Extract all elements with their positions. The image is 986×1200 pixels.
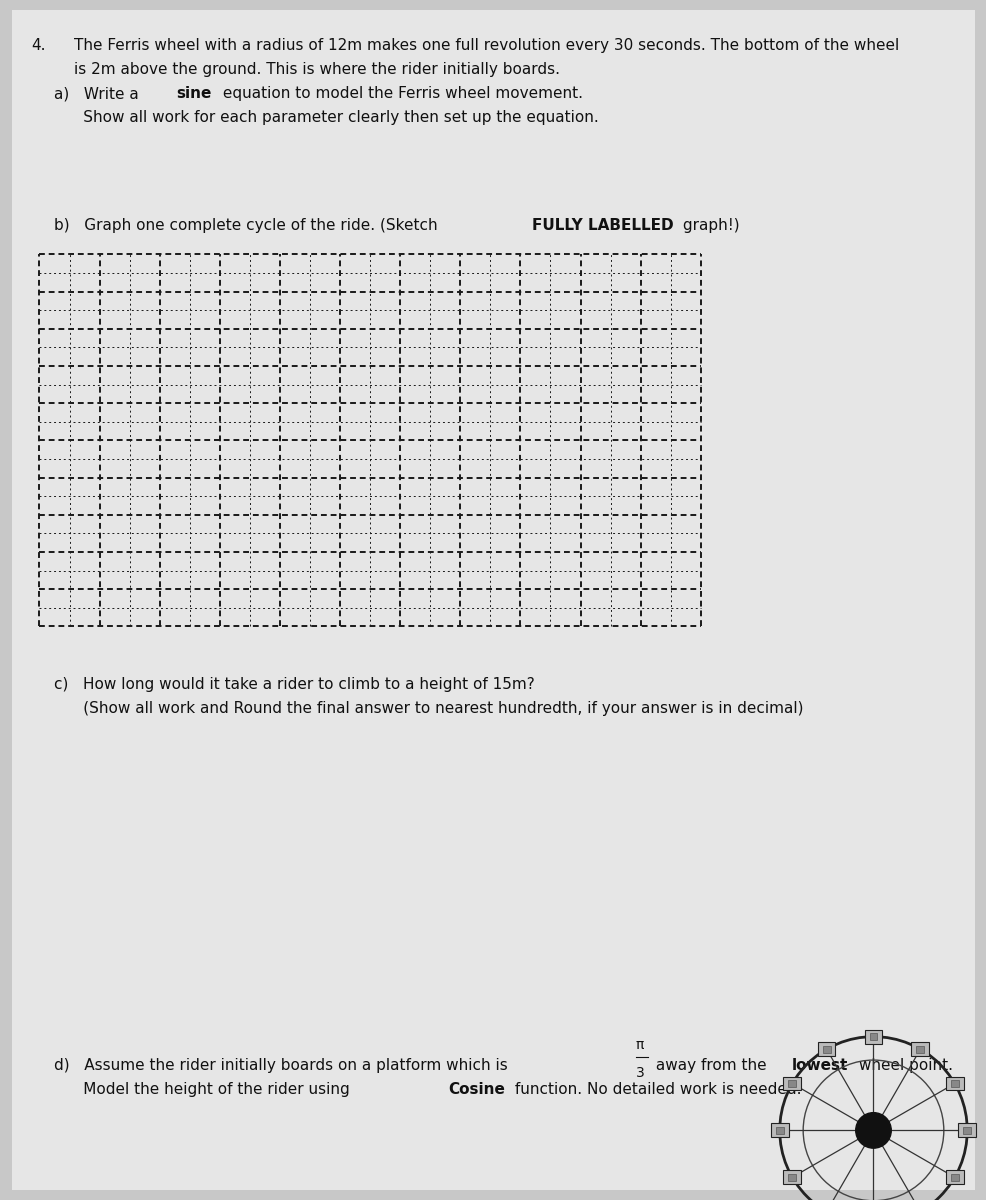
Text: c)   How long would it take a rider to climb to a height of 15m?: c) How long would it take a rider to cli… [54,677,534,691]
Bar [775,1127,783,1134]
Text: equation to model the Ferris wheel movement.: equation to model the Ferris wheel movem… [217,86,582,102]
Text: b)   Graph one complete cycle of the ride. (Sketch: b) Graph one complete cycle of the ride.… [54,218,443,233]
Text: function. No detailed work is needed.: function. No detailed work is needed. [510,1082,801,1097]
FancyBboxPatch shape [12,10,974,1190]
Bar [945,1076,962,1091]
Text: 3: 3 [635,1066,644,1080]
Text: away from the: away from the [651,1058,771,1073]
Text: sine: sine [176,86,211,102]
Text: FULLY LABELLED: FULLY LABELLED [531,218,673,233]
Text: 4.: 4. [32,38,46,53]
Bar [864,1030,881,1044]
Text: The Ferris wheel with a radius of 12m makes one full revolution every 30 seconds: The Ferris wheel with a radius of 12m ma… [74,38,898,53]
Text: wheel point.: wheel point. [853,1058,952,1073]
Bar [869,1033,877,1040]
Text: Cosine: Cosine [448,1082,505,1097]
Bar [950,1174,957,1181]
Bar [957,1123,975,1138]
Text: (Show all work and Round the final answer to nearest hundredth, if your answer i: (Show all work and Round the final answe… [54,701,803,715]
Text: a)   Write a: a) Write a [54,86,144,102]
Bar [950,1080,957,1087]
Bar [816,1043,834,1056]
Ellipse shape [855,1112,890,1148]
Text: Show all work for each parameter clearly then set up the equation.: Show all work for each parameter clearly… [54,110,599,126]
Text: Model the height of the rider using: Model the height of the rider using [54,1082,355,1097]
Bar [783,1076,801,1091]
Bar [788,1174,796,1181]
Bar [915,1045,923,1052]
Bar [911,1043,928,1056]
Text: is 2m above the ground. This is where the rider initially boards.: is 2m above the ground. This is where th… [74,62,559,77]
Bar [770,1123,788,1138]
Text: π: π [635,1038,643,1052]
Bar [783,1170,801,1184]
Bar [962,1127,970,1134]
Text: graph!): graph!) [676,218,739,233]
Bar [945,1170,962,1184]
Bar [788,1080,796,1087]
Text: d)   Assume the rider initially boards on a platform which is: d) Assume the rider initially boards on … [54,1058,513,1073]
Text: lowest: lowest [791,1058,848,1073]
Bar [822,1045,830,1052]
